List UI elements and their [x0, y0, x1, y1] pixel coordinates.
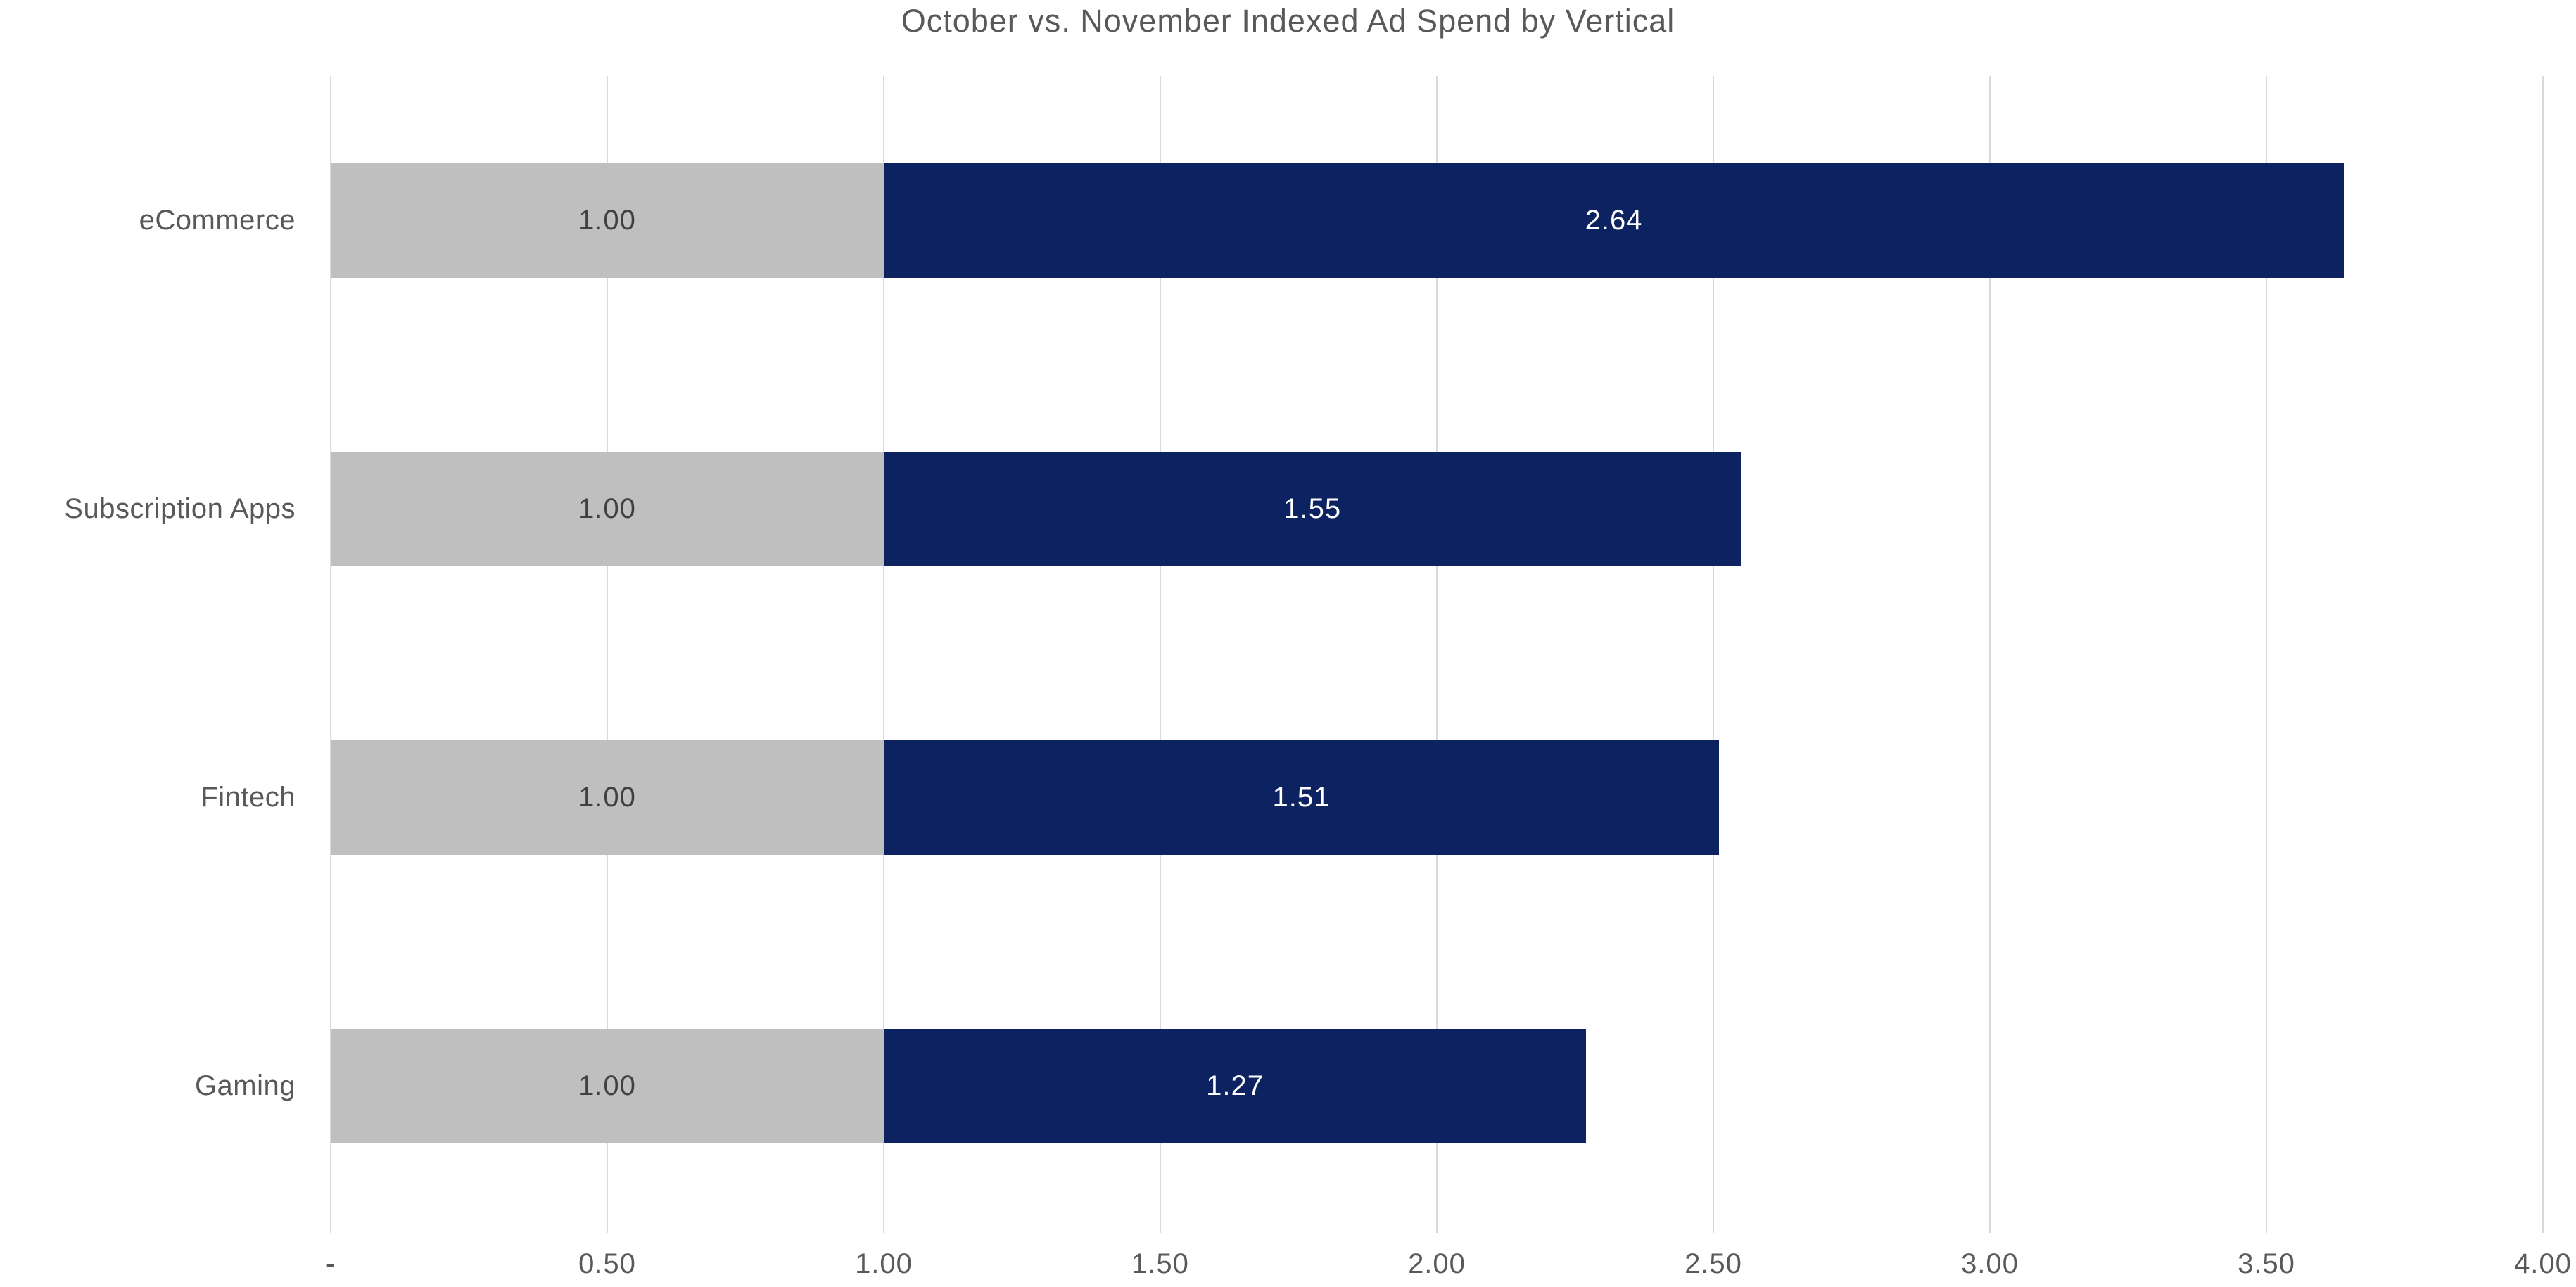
october-value-label: 1.00 [578, 493, 636, 524]
category-label: Gaming [194, 1070, 296, 1101]
gridline [2542, 76, 2544, 1233]
x-tick-label: 2.00 [1408, 1248, 1466, 1279]
november-bar-segment: 2.64 [884, 163, 2345, 278]
category-label: Fintech [201, 782, 296, 813]
chart-title: October vs. November Indexed Ad Spend by… [901, 3, 1675, 39]
gridline [2266, 76, 2267, 1233]
november-value-label: 1.27 [1206, 1070, 1264, 1101]
gridline [883, 76, 884, 1233]
x-tick-label: 3.00 [1961, 1248, 2019, 1279]
october-bar-segment: 1.00 [331, 740, 884, 855]
november-value-label: 1.55 [1283, 493, 1342, 524]
october-bar-segment: 1.00 [331, 451, 884, 566]
october-bar-segment: 1.00 [331, 163, 884, 278]
october-bar-segment: 1.00 [331, 1028, 884, 1143]
october-value-label: 1.00 [578, 1070, 636, 1101]
gridline [1989, 76, 1991, 1233]
x-tick-label: 4.00 [2514, 1248, 2572, 1279]
november-bar-segment: 1.55 [884, 451, 1741, 566]
gridline [1713, 76, 1714, 1233]
november-bar-segment: 1.27 [884, 1028, 1587, 1143]
x-tick-label: 2.50 [1684, 1248, 1742, 1279]
gridline [1436, 76, 1438, 1233]
october-value-label: 1.00 [578, 204, 636, 236]
plot-area: 1.00 2.64 1.00 1.55 1.00 1.51 1.00 1.27 [330, 76, 2544, 1233]
november-bar-segment: 1.51 [884, 740, 1719, 855]
october-value-label: 1.00 [578, 781, 636, 813]
category-label: eCommerce [139, 205, 296, 236]
x-tick-label: 1.50 [1131, 1248, 1189, 1279]
x-tick-label: 3.50 [2238, 1248, 2295, 1279]
x-tick-label: - [325, 1248, 336, 1279]
x-tick-label: 1.00 [855, 1248, 913, 1279]
november-value-label: 2.64 [1585, 204, 1643, 236]
x-tick-label: 0.50 [578, 1248, 636, 1279]
category-label: Subscription Apps [64, 493, 296, 524]
gridline [330, 76, 331, 1233]
gridline [607, 76, 608, 1233]
gridline [1160, 76, 1161, 1233]
november-value-label: 1.51 [1272, 781, 1331, 813]
